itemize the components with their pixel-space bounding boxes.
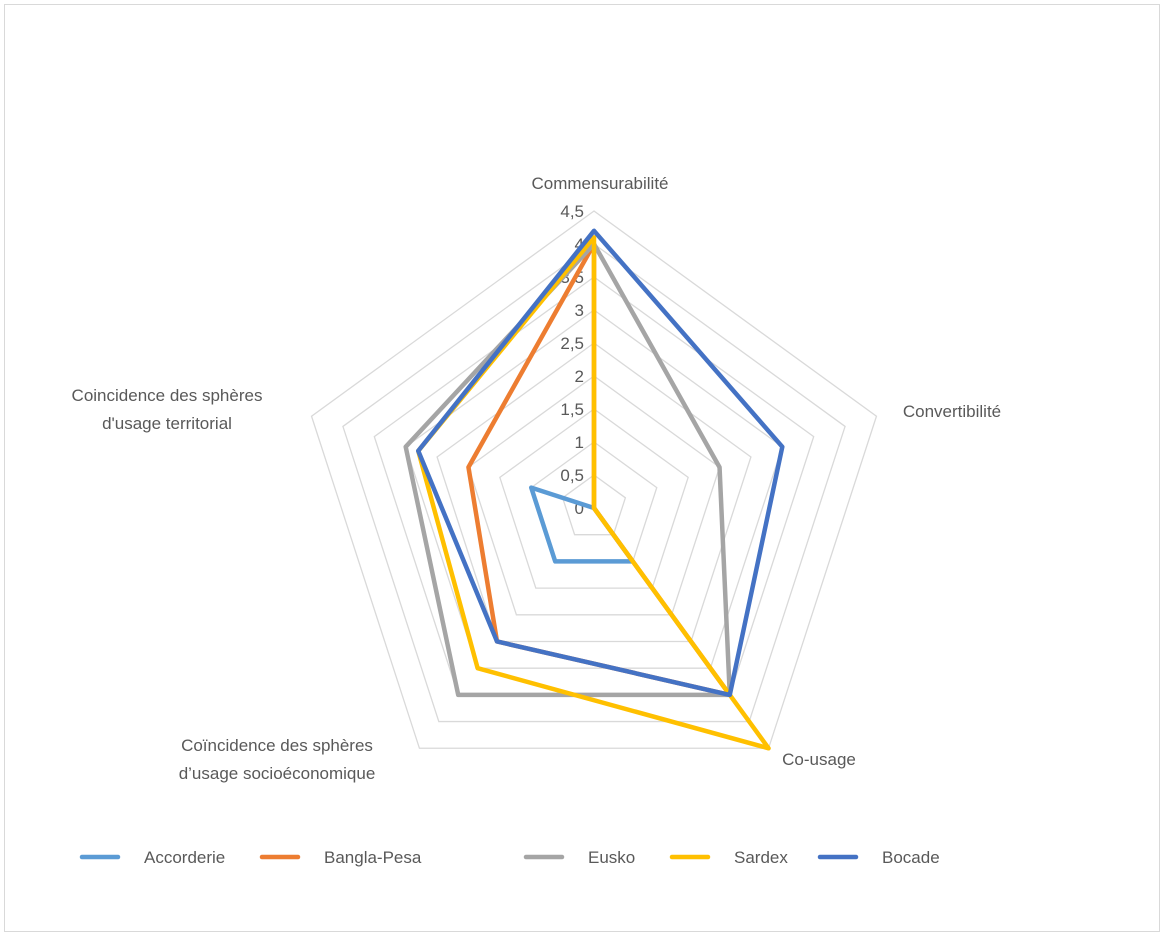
legend: Accorderie Bangla-Pesa Eusko Sardex Bocade [79,848,940,867]
grid-ring [436,342,752,643]
chart-frame [4,4,1160,932]
grid-ring [499,408,689,589]
axis-labels: Commensurabilité Convertibilité Co-usage Co… [72,174,1002,783]
legend-label: Sardex [734,848,788,867]
tick-label: 1,5 [560,400,584,419]
grid-ring [342,243,846,723]
series-line-eusko [403,241,733,698]
tick-label: 2 [575,367,584,386]
tick-label: 4 [575,235,584,254]
tick-label: 3 [575,301,584,320]
series-line-bocade [415,228,785,698]
grid-ring [467,375,721,616]
axis-label: d’usage socioéconomique [179,764,376,783]
tick-label: 0 [575,499,584,518]
axis-label: Coincidence des sphères [72,386,263,405]
legend-label: Eusko [588,848,635,867]
axis-label: d'usage territorial [102,414,232,433]
tick-label: 1 [575,433,584,452]
series-layer [403,228,785,751]
axis-label: Convertibilité [903,402,1001,421]
grid-ring [561,474,627,536]
axis-label: Commensurabilité [532,174,669,193]
legend-label: Bocade [882,848,940,867]
series-line-bangla-pesa [466,241,733,698]
axis-label: Coïncidence des sphères [181,736,373,755]
legend-label: Accorderie [144,848,225,867]
grid-ring [310,210,878,749]
tick-label: 4,5 [560,202,584,221]
tick-label: 2,5 [560,334,584,353]
axis-label: Co-usage [782,750,856,769]
legend-label: Bangla-Pesa [324,848,422,867]
tick-label: 0,5 [560,466,584,485]
